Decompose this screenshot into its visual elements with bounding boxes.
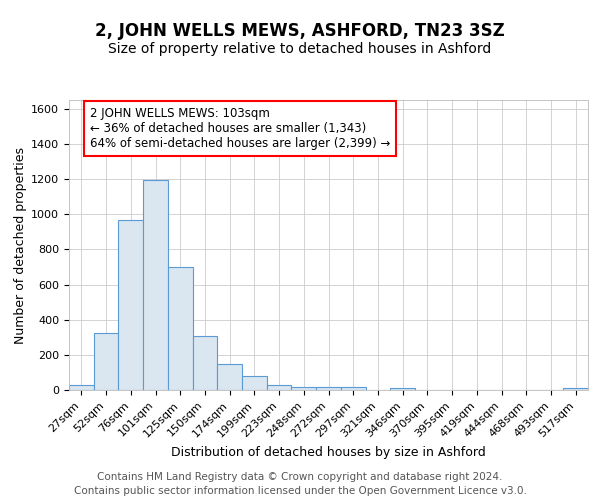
Bar: [390, 388, 415, 390]
Bar: [217, 364, 242, 390]
Bar: [242, 376, 267, 390]
Bar: [143, 180, 168, 390]
Bar: [69, 384, 94, 390]
Text: Size of property relative to detached houses in Ashford: Size of property relative to detached ho…: [109, 42, 491, 56]
Text: 2 JOHN WELLS MEWS: 103sqm
← 36% of detached houses are smaller (1,343)
64% of se: 2 JOHN WELLS MEWS: 103sqm ← 36% of detac…: [90, 108, 391, 150]
Bar: [316, 388, 341, 390]
Bar: [193, 336, 217, 390]
Text: Contains public sector information licensed under the Open Government Licence v3: Contains public sector information licen…: [74, 486, 526, 496]
Bar: [118, 220, 143, 390]
Bar: [267, 385, 292, 390]
Bar: [563, 388, 588, 390]
Bar: [94, 333, 118, 390]
X-axis label: Distribution of detached houses by size in Ashford: Distribution of detached houses by size …: [171, 446, 486, 458]
Bar: [341, 388, 365, 390]
Text: 2, JOHN WELLS MEWS, ASHFORD, TN23 3SZ: 2, JOHN WELLS MEWS, ASHFORD, TN23 3SZ: [95, 22, 505, 40]
Y-axis label: Number of detached properties: Number of detached properties: [14, 146, 27, 344]
Text: Contains HM Land Registry data © Crown copyright and database right 2024.: Contains HM Land Registry data © Crown c…: [97, 472, 503, 482]
Bar: [168, 267, 193, 390]
Bar: [292, 387, 316, 390]
